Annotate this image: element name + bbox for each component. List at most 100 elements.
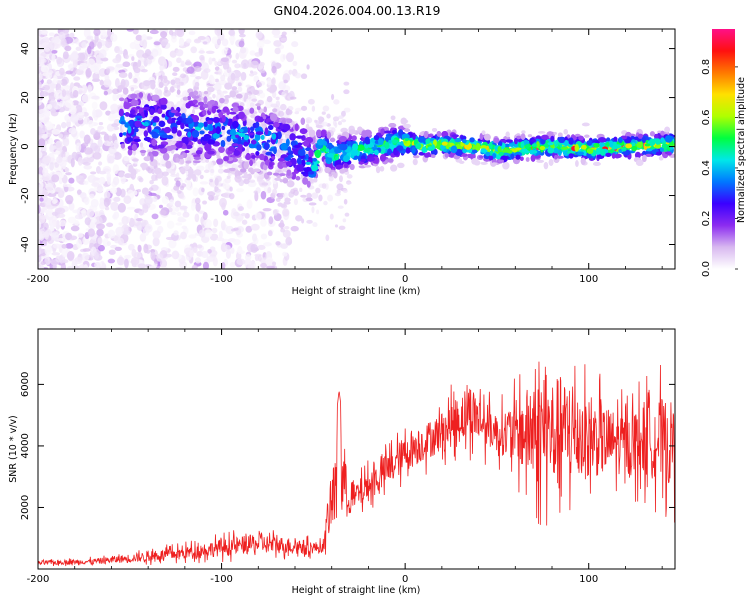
heatmap-cell bbox=[238, 128, 244, 133]
heatmap-cell bbox=[228, 29, 235, 36]
heatmap-cell bbox=[581, 122, 590, 127]
heatmap-cell bbox=[257, 244, 266, 250]
heatmap-cell bbox=[221, 261, 226, 269]
heatmap-cell bbox=[351, 135, 357, 141]
heatmap-cell bbox=[428, 146, 433, 150]
heatmap-cell bbox=[181, 136, 189, 144]
heatmap-cell bbox=[90, 171, 97, 175]
heatmap-cell bbox=[132, 29, 139, 35]
heatmap-cell bbox=[47, 103, 53, 110]
heatmap-cell bbox=[228, 167, 236, 171]
heatmap-cell bbox=[232, 120, 239, 129]
heatmap-cell bbox=[593, 143, 600, 148]
heatmap-cell bbox=[188, 30, 196, 36]
heatmap-cell bbox=[207, 139, 216, 145]
heatmap-cell bbox=[260, 219, 267, 227]
heatmap-cell bbox=[243, 62, 247, 68]
heatmap-cell bbox=[207, 191, 216, 197]
heatmap-cell bbox=[38, 80, 42, 89]
heatmap-cell bbox=[454, 137, 462, 143]
heatmap-cell bbox=[212, 116, 220, 123]
heatmap-cell bbox=[444, 152, 449, 158]
heatmap-cell bbox=[74, 38, 80, 45]
heatmap-cell bbox=[170, 109, 179, 114]
heatmap-cell bbox=[264, 127, 269, 135]
heatmap-cell bbox=[180, 231, 187, 240]
heatmap-cell bbox=[266, 78, 272, 86]
heatmap-cell bbox=[660, 130, 665, 136]
heatmap-cell bbox=[479, 155, 484, 159]
heatmap-cell bbox=[70, 52, 79, 60]
heatmap-cell bbox=[519, 156, 524, 161]
heatmap-cell bbox=[78, 89, 83, 95]
heatmap-cell bbox=[274, 177, 282, 181]
heatmap-cell bbox=[38, 166, 44, 176]
heatmap-cell bbox=[253, 77, 259, 82]
heatmap-cell bbox=[107, 155, 115, 164]
heatmap-cell bbox=[59, 221, 67, 227]
heatmap-cell bbox=[660, 137, 665, 143]
heatmap-cell bbox=[291, 29, 298, 35]
heatmap-cell bbox=[208, 124, 214, 132]
heatmap-cell bbox=[219, 92, 225, 99]
heatmap-cell bbox=[284, 89, 289, 94]
heatmap-cell bbox=[38, 36, 42, 41]
heatmap-cell bbox=[124, 254, 132, 259]
heatmap-cell bbox=[106, 176, 111, 185]
heatmap-cell bbox=[98, 176, 106, 185]
heatmap-cell bbox=[235, 52, 240, 60]
heatmap-cell bbox=[469, 137, 475, 143]
heatmap-cell bbox=[332, 116, 340, 122]
heatmap-cell bbox=[141, 163, 146, 171]
heatmap-cell bbox=[233, 212, 240, 217]
heatmap-cell bbox=[405, 147, 411, 154]
heatmap-cell bbox=[203, 91, 209, 95]
heatmap-cell bbox=[280, 228, 286, 233]
heatmap-cell bbox=[280, 243, 288, 249]
heatmap-cell bbox=[322, 105, 330, 112]
heatmap-cell bbox=[163, 126, 172, 134]
heatmap-cell bbox=[182, 96, 188, 101]
heatmap-cell bbox=[289, 96, 297, 100]
heatmap-cell bbox=[568, 137, 574, 145]
heatmap-cell bbox=[149, 179, 154, 185]
heatmap-cell bbox=[149, 108, 155, 115]
heatmap-cell bbox=[174, 136, 179, 142]
heatmap-cell bbox=[186, 178, 192, 189]
heatmap-cell bbox=[190, 46, 198, 54]
heatmap-cell bbox=[343, 81, 350, 86]
heatmap-cell bbox=[49, 161, 55, 171]
heatmap-cell bbox=[168, 141, 175, 146]
heatmap-cell bbox=[192, 147, 197, 154]
heatmap-cell bbox=[112, 176, 120, 186]
heatmap-cell bbox=[212, 133, 220, 139]
heatmap-cell bbox=[118, 171, 125, 178]
heatmap-cell bbox=[508, 149, 513, 154]
heatmap-cell bbox=[122, 94, 127, 99]
heatmap-cell bbox=[51, 36, 60, 44]
heatmap-cell bbox=[302, 177, 309, 185]
heatmap-cell bbox=[655, 151, 661, 156]
heatmap-cell bbox=[318, 116, 325, 123]
heatmap-cell bbox=[294, 107, 302, 112]
heatmap-cell bbox=[65, 70, 73, 75]
heatmap-cell bbox=[202, 261, 210, 269]
heatmap-cell bbox=[189, 74, 197, 78]
heatmap-cell bbox=[274, 47, 281, 55]
heatmap-cell bbox=[66, 200, 73, 205]
figure-title: GN04.2026.004.00.13.R19 bbox=[274, 3, 441, 18]
heatmap-cell bbox=[312, 157, 317, 162]
heatmap-cell bbox=[548, 158, 554, 166]
heatmap-cell bbox=[42, 167, 49, 177]
heatmap-cell bbox=[174, 112, 182, 117]
heatmap-cell bbox=[112, 214, 117, 220]
heatmap-cell bbox=[239, 132, 246, 138]
heatmap-cell bbox=[175, 142, 183, 149]
heatmap-cell bbox=[357, 126, 363, 132]
heatmap-cell bbox=[223, 155, 229, 162]
heatmap-cell bbox=[51, 174, 60, 183]
heatmap-cell bbox=[133, 67, 141, 74]
heatmap-cell bbox=[134, 213, 139, 223]
heatmap-cell bbox=[384, 141, 390, 149]
heatmap-cell bbox=[271, 156, 276, 160]
